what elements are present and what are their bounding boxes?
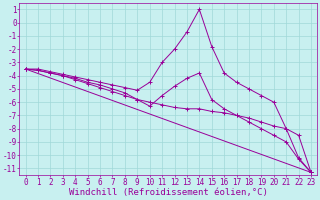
- X-axis label: Windchill (Refroidissement éolien,°C): Windchill (Refroidissement éolien,°C): [69, 188, 268, 197]
